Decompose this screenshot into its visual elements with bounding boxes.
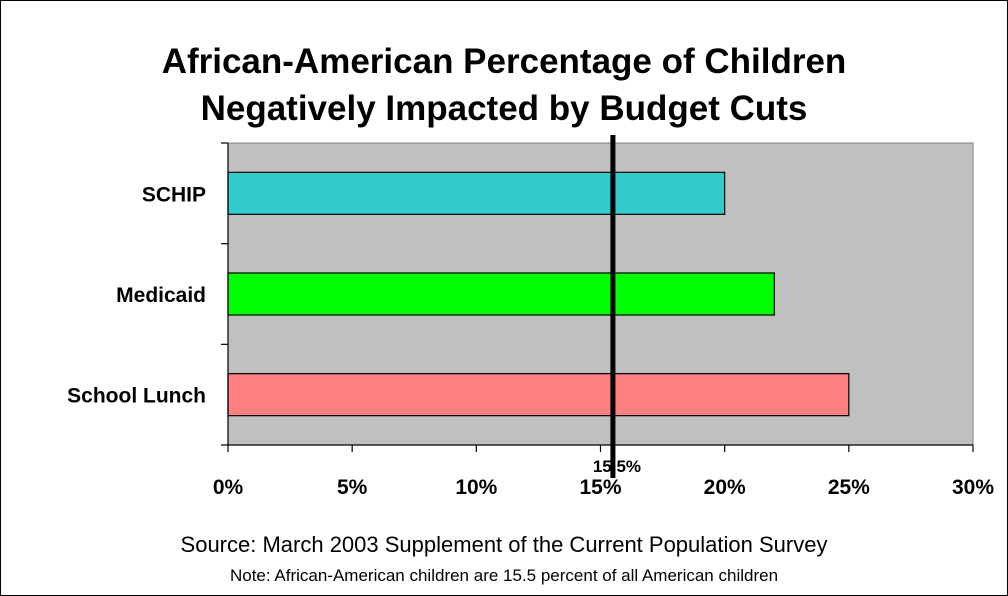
chart-title: African-American Percentage of Children … xyxy=(0,38,1008,132)
y-tick-label: SCHIP xyxy=(142,183,206,206)
x-tick-label: 20% xyxy=(704,476,746,499)
x-tick-label: 0% xyxy=(213,476,244,499)
chart-title-line-1: African-American Percentage of Children xyxy=(161,42,847,81)
y-tick-label: School Lunch xyxy=(67,385,206,408)
x-tick-label: 25% xyxy=(828,476,870,499)
note-text: Note: African-American children are 15.5… xyxy=(229,566,779,585)
bar-school-lunch xyxy=(227,373,850,417)
bar-medicaid xyxy=(227,272,775,316)
reference-line-label: 15.5% xyxy=(593,457,641,476)
bar-schip xyxy=(227,171,726,215)
x-tick-label: 5% xyxy=(337,476,368,499)
x-tick-label: 15% xyxy=(579,476,621,499)
chart-title-line-2: Negatively Impacted by Budget Cuts xyxy=(200,89,808,128)
y-tick-label: Medicaid xyxy=(116,284,206,307)
source-text: Source: March 2003 Supplement of the Cur… xyxy=(180,532,828,557)
x-tick-label: 30% xyxy=(952,476,994,499)
x-tick-label: 10% xyxy=(455,476,497,499)
